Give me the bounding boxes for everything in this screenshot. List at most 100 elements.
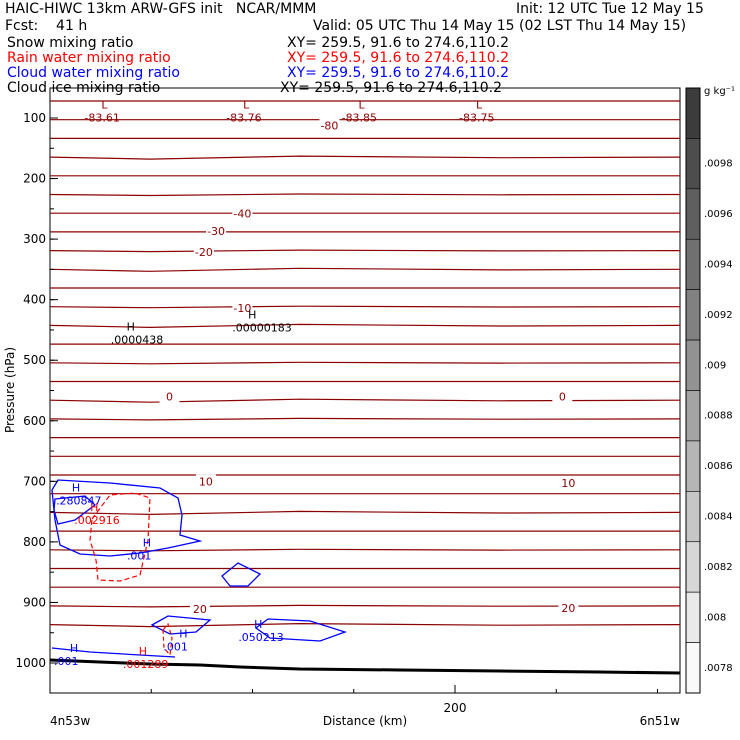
isotherm-line: [49, 305, 681, 309]
extremum-marker: H: [72, 482, 80, 495]
extremum-marker: L: [476, 98, 483, 111]
extremum-value: .050213: [238, 631, 284, 644]
isotherm-label: -10: [233, 302, 251, 315]
isotherm-label: -80: [320, 119, 338, 132]
cloud-water-contour-inner: [53, 495, 97, 525]
isotherm-label: 0: [166, 391, 173, 404]
extremum-value: .001: [127, 550, 152, 563]
plot-frame: [49, 87, 681, 694]
extremum-value: .00000183: [232, 321, 292, 334]
colorbar-label: .009: [704, 360, 726, 371]
isotherm-label-bg: [232, 301, 253, 315]
colorbar-swatch: [685, 289, 701, 341]
field-snow-name: Snow mixing ratio: [7, 35, 134, 51]
extremum-marker: H: [127, 321, 135, 334]
colorbar-swatch: [685, 591, 701, 643]
x-left-endpoint-label: 4n53w: [50, 714, 91, 728]
colorbar-unit: g kg⁻¹: [704, 86, 735, 97]
extremum-value: -83.61: [84, 111, 119, 124]
field-cloudwater-xy: XY= 259.5, 91.6 to 274.6,110.2: [287, 65, 510, 81]
extremum-value: .0000438: [111, 334, 164, 347]
isotherm-label-bg: [159, 389, 180, 403]
colorbar-swatch: [685, 339, 701, 391]
extremum-marker: L: [243, 98, 250, 111]
isotherm-label-bg: [206, 224, 227, 238]
y-tick-label: 600: [23, 414, 46, 428]
isotherm-label: 0: [559, 391, 566, 404]
isotherm-label: 20: [561, 602, 575, 615]
isotherm-label-bg: [232, 206, 253, 220]
isotherm-label: 20: [193, 603, 207, 616]
colorbar-label: .0078: [704, 663, 733, 674]
valid-time: Valid: 05 UTC Thu 14 May 15 (02 LST Thu …: [313, 18, 687, 34]
extremum-marker: H: [248, 308, 256, 321]
field-rain-name: Rain water mixing ratio: [7, 50, 171, 66]
isotherm-line: [49, 398, 681, 403]
extremum-marker: H: [254, 618, 262, 631]
init-time: Init: 12 UTC Tue 12 May 15: [516, 1, 704, 17]
colorbar-swatch: [685, 642, 701, 694]
extremum-value: .001289: [123, 658, 168, 671]
rain-water-contour: [89, 492, 151, 582]
y-tick-label: 500: [23, 353, 46, 367]
isotherm-label-bg: [193, 244, 214, 258]
x-right-endpoint-label: 6n51w: [640, 714, 681, 728]
colorbar-label: .0094: [704, 259, 733, 270]
extremum-marker: L: [359, 98, 366, 111]
colorbar: .0098 .0096 .0094 .0092 .009 .0088 .0086 .0084.…: [685, 86, 735, 694]
extremum-value: .001: [54, 655, 79, 668]
isotherm-line: [49, 155, 681, 160]
colorbar-swatch: [685, 491, 701, 543]
extremum-marker: H: [143, 537, 151, 550]
colorbar-label: .0092: [704, 310, 733, 321]
isotherm-label-bg: [552, 389, 573, 403]
x-axis-label: Distance (km): [323, 714, 407, 728]
x-tick-label: 200: [444, 701, 467, 715]
forecast-hour: Fcst: 41 h: [5, 18, 88, 34]
isotherm-label: -40: [233, 208, 251, 221]
extremum-value: .001: [163, 641, 188, 654]
field-cloudwater-name: Cloud water mixing ratio: [7, 65, 180, 81]
model-title: HAIC-HIWC 13km ARW-GFS init NCAR/MMM: [5, 1, 317, 17]
isotherm-line: [49, 249, 681, 253]
extremum-marker: L: [101, 98, 108, 111]
y-tick-label: 300: [23, 232, 46, 246]
field-snow-xy: XY= 259.5, 91.6 to 274.6,110.2: [287, 35, 510, 51]
isotherm-label-bg: [558, 600, 579, 614]
colorbar-frame: [685, 87, 701, 694]
isotherm-line: [49, 323, 681, 329]
extremum-value: .002916: [74, 514, 120, 527]
extremum-marker: H: [179, 628, 187, 641]
terrain-line: [49, 658, 681, 675]
extremum-value: -83.76: [226, 111, 261, 124]
y-tick-label: 700: [23, 474, 46, 488]
isotherm-line: [49, 548, 681, 552]
isotherm-line: [49, 510, 681, 516]
colorbar-swatch: [685, 390, 701, 442]
colorbar-label: .0096: [704, 209, 733, 220]
y-axis-label: Pressure (hPa): [3, 347, 17, 433]
extremum-marker: H: [139, 645, 147, 658]
colorbar-swatch: [685, 238, 701, 290]
rain-water-contour-small: [162, 622, 173, 657]
isotherm-line: [49, 361, 681, 365]
extremum-marker: H: [70, 642, 78, 655]
moisture-contours: [51, 479, 348, 658]
cloud-water-contour-small-2: [150, 615, 212, 635]
isotherm-label: -30: [207, 225, 225, 238]
extremum-value: -83.85: [342, 111, 377, 124]
cloud-water-contour-bottom: [51, 647, 176, 658]
colorbar-label: .0086: [704, 461, 733, 472]
colorbar-swatch: [685, 440, 701, 492]
colorbar-swatch: [685, 138, 701, 190]
isotherm-label: 10: [199, 475, 213, 488]
isotherm-label: -20: [195, 246, 213, 259]
y-tick-label: 800: [23, 535, 46, 549]
y-tick-label: 200: [23, 172, 46, 186]
isotherm-line: [49, 267, 681, 272]
extremum-marker: H: [90, 501, 98, 514]
isotherm-label-bg: [558, 476, 579, 490]
isotherm-line: [49, 622, 681, 628]
isotherm-line: [49, 417, 681, 421]
